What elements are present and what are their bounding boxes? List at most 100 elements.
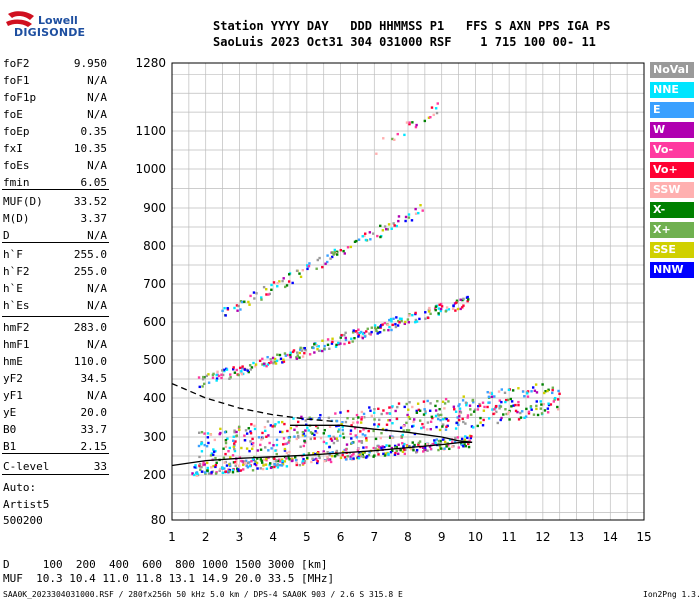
echo-point — [539, 400, 542, 403]
echo-point — [427, 310, 431, 313]
echo-point — [391, 422, 394, 425]
echo-point — [466, 299, 469, 303]
echo-point — [403, 322, 407, 326]
echo-point — [504, 408, 507, 411]
echo-point — [504, 398, 508, 402]
echo-point — [231, 439, 235, 442]
echo-point — [335, 419, 339, 423]
echo-point — [215, 377, 219, 380]
echo-point — [273, 457, 276, 461]
echo-point — [229, 456, 232, 459]
echo-point — [206, 436, 210, 439]
echo-point — [339, 336, 342, 339]
echo-point — [334, 437, 337, 440]
echo-point — [301, 269, 304, 272]
echo-point — [393, 138, 396, 142]
echo-point — [357, 335, 360, 338]
echo-point — [405, 402, 408, 406]
echo-point — [280, 420, 284, 424]
echo-point — [237, 373, 240, 377]
echo-point — [323, 347, 326, 351]
echo-point — [369, 238, 372, 241]
echo-point — [411, 441, 414, 444]
echo-point — [410, 447, 413, 451]
echo-point — [209, 454, 213, 457]
echo-point — [345, 443, 349, 446]
echo-point — [262, 464, 265, 467]
echo-point — [453, 408, 456, 411]
echo-point — [408, 314, 411, 317]
echo-point — [426, 428, 429, 431]
echo-point — [288, 458, 291, 461]
trace-line — [171, 441, 473, 467]
echo-point — [479, 416, 482, 420]
echo-point — [438, 303, 441, 307]
echo-point — [466, 416, 469, 419]
echo-point — [370, 330, 373, 334]
echo-point — [281, 361, 284, 364]
echo-point — [228, 470, 231, 473]
echo-point — [391, 449, 394, 453]
echo-point — [281, 461, 284, 464]
param-name: foEp — [3, 125, 30, 138]
echo-point — [419, 204, 422, 207]
echo-point — [259, 458, 262, 461]
echo-point — [441, 400, 445, 403]
echo-point — [206, 432, 210, 435]
echo-point — [202, 382, 206, 386]
echo-point — [362, 451, 365, 454]
echo-point — [329, 257, 332, 260]
echo-point — [214, 472, 218, 475]
echo-point — [337, 453, 340, 457]
echo-point — [351, 421, 355, 424]
echo-point — [339, 248, 343, 252]
echo-point — [524, 415, 528, 418]
echo-point — [472, 426, 475, 429]
echo-point — [346, 417, 349, 420]
echo-point — [243, 300, 246, 303]
echo-point — [214, 449, 217, 453]
echo-point — [507, 410, 511, 414]
echo-point — [463, 438, 467, 441]
echo-point — [219, 431, 222, 435]
echo-point — [280, 458, 284, 461]
echo-point — [276, 281, 279, 285]
echo-point — [261, 467, 265, 471]
echo-point — [459, 307, 462, 311]
echo-point — [232, 366, 235, 369]
echo-point — [437, 448, 440, 452]
echo-point — [417, 441, 421, 445]
echo-point — [325, 442, 328, 445]
echo-point — [502, 413, 505, 416]
echo-point — [517, 403, 520, 407]
echo-point — [388, 412, 392, 415]
param-value: 6.05 — [80, 176, 108, 189]
echo-point — [468, 439, 471, 443]
echo-point — [269, 360, 273, 364]
echo-point — [500, 416, 503, 420]
echo-point — [376, 332, 379, 335]
plot-frame — [171, 62, 645, 521]
echo-point — [196, 472, 199, 476]
echo-point — [247, 427, 250, 430]
echo-point — [267, 434, 270, 437]
echo-point — [198, 464, 201, 467]
echo-point — [499, 405, 503, 408]
echo-point — [319, 436, 323, 440]
echo-point — [433, 307, 437, 310]
x-tick-label: 3 — [236, 530, 244, 544]
echo-point — [477, 405, 480, 408]
echo-point — [405, 444, 409, 448]
echo-point — [540, 403, 543, 406]
echo-point — [256, 457, 259, 460]
echo-point — [343, 252, 346, 255]
echo-point — [405, 121, 409, 124]
echo-point — [445, 306, 449, 309]
echo-point — [454, 309, 457, 312]
echo-point — [335, 437, 339, 440]
y-tick-label: 1100 — [135, 124, 166, 138]
echo-point — [436, 399, 439, 403]
echo-point — [365, 456, 368, 459]
echo-point — [198, 455, 201, 459]
echo-point — [228, 464, 232, 468]
